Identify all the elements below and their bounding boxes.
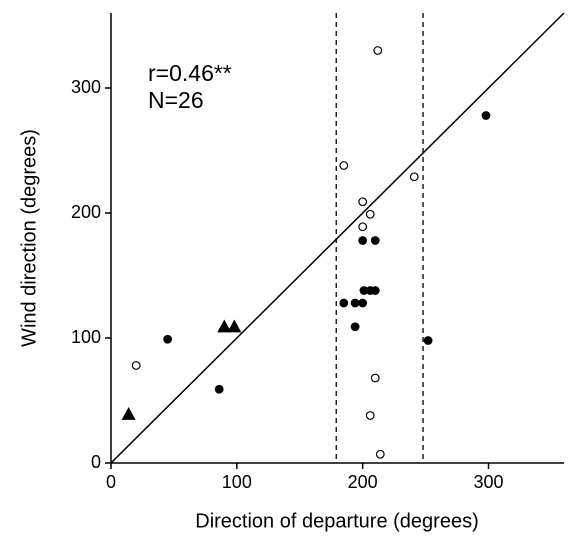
point [339,161,349,170]
x-tick-label: 100 [222,472,252,492]
point [217,319,232,333]
point [227,319,242,333]
point [121,406,136,420]
point [163,334,173,344]
annotation: r=0.46** [148,60,232,86]
point [214,384,224,394]
point [358,197,368,207]
point [358,222,368,232]
point [350,322,360,332]
point [373,46,383,55]
point [350,298,360,308]
point [365,209,375,219]
fit-line [110,12,565,464]
annotation: N=26 [148,87,204,113]
x-axis-title: Direction of departure (degrees) [195,510,478,532]
y-axis-title: Wind direction (degrees) [18,129,40,347]
point [375,449,385,459]
y-tick-label: 300 [71,77,101,97]
point [370,236,380,245]
x-tick-label: 0 [106,472,116,492]
y-tick-label: 100 [71,327,101,347]
y-tick-label: 200 [71,202,101,222]
point [131,361,141,370]
point [339,298,349,308]
point [481,111,491,120]
point [365,411,375,420]
point [423,336,433,345]
point [370,286,380,295]
y-tick-label: 0 [91,452,101,472]
point [370,373,380,383]
point [409,172,419,182]
x-tick-label: 300 [473,472,503,492]
point [358,236,368,245]
x-tick-label: 200 [348,472,378,492]
point [358,298,368,308]
